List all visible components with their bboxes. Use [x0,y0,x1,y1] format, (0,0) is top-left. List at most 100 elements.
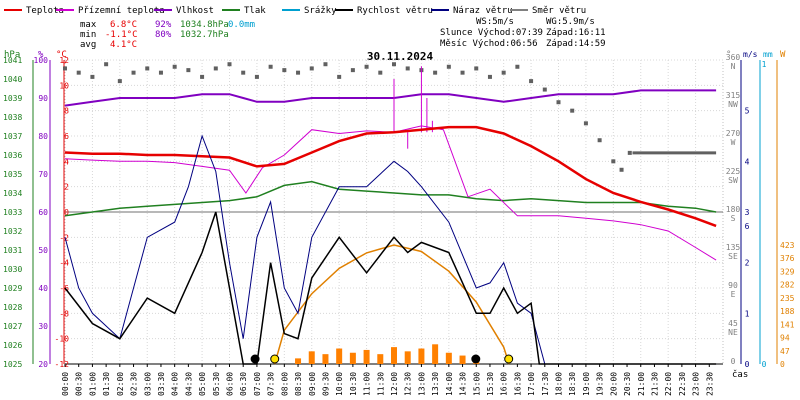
x-tick-label: 03:30 [157,372,166,396]
hpa-tick: 1038 [3,113,22,122]
wind-dir-point [213,66,218,71]
temp-tick: 0 [64,208,69,217]
hpa-tick: 1037 [3,132,22,141]
x-tick-label: 20:30 [623,372,632,396]
wind-dir-point [611,159,616,164]
wind-dir-point [364,64,369,69]
info-ws: WS:5m/s [476,17,514,27]
x-tick-label: 07:30 [267,372,276,396]
wind-dir-point [460,70,465,75]
x-tick-label: 18:00 [555,372,564,396]
dir-unit: ° [726,50,731,60]
ms-tick: 0 [745,360,750,369]
x-tick-label: 14:00 [445,372,454,396]
dir-tick: 360 [726,53,741,62]
dir-tick-label: SE [728,252,738,261]
wind-dir-point [241,70,246,75]
wind-dir-point [63,66,67,71]
x-tick-label: 21:00 [637,372,646,396]
x-tick-label: 15:30 [486,372,495,396]
w-tick: 141 [780,320,795,329]
hpa-tick: 1025 [3,360,22,369]
pct-tick: 70 [38,170,48,179]
pct-tick: 20 [38,360,48,369]
w-tick: 329 [780,267,795,276]
dir-tick: 135 [726,243,741,252]
axis-ticks: 1041104010391038103710361035103410331032… [3,53,795,369]
temp-tick: 2 [64,183,69,192]
wind-dir-point [392,62,396,67]
dir-tick: 90 [728,281,738,290]
pct-tick: 80 [38,132,48,141]
info-wg: WG:5.9m/s [546,17,595,27]
ms-tick: 1 [745,309,750,318]
w-tick: 94 [780,334,790,343]
dir-tick: 225 [726,167,741,176]
hpa-tick: 1030 [3,265,22,274]
stats-min-hum: 80% [155,30,172,40]
wind-dir-point [145,66,150,71]
wind-dir-point [542,87,547,92]
wind-dir-point [350,68,355,73]
x-tick-label: 19:30 [596,372,605,396]
wind-dir-point [597,138,602,143]
solar-curve [273,244,510,365]
solar-bar [377,354,384,364]
x-axis-ticks: 00:00 00:30 01:00 01:30 02:00 02:30 03:00 03:30… [61,364,714,396]
wind-dir-point [501,70,506,75]
legend-label-dew: Přízemní teplota [78,6,165,16]
x-tick-label: 20:00 [609,372,618,396]
wind-dir-point [268,64,273,69]
ms-unit: m/s [743,50,758,59]
temp-tick: 8 [64,107,69,116]
pct-unit: % [38,50,44,60]
dir-tick: 0 [731,357,736,366]
wind-dir-point [282,68,287,73]
stats-min-temp: -1.1°C [105,30,138,40]
pct-tick: 100 [34,56,49,65]
pct-tick: 50 [38,246,48,255]
chart-legend: Teplota Přízemní teplota Vlhkost Tlak Srážky… [4,6,586,16]
mm-tick: 1 [762,60,767,69]
w-tick: 423 [780,241,795,250]
series-layer [63,62,717,365]
legend-label-hum: Vlhkost [176,6,214,16]
ms-tick: 6 [745,222,750,231]
x-tick-label: 02:30 [130,372,139,396]
x-tick-label: 01:30 [102,372,111,396]
w-unit: W [780,50,786,60]
sun-moon-info: WS:5m/s WG:5.9m/s Slunce Východ:07:39 Zá… [440,17,606,49]
dir-tick-label: NE [728,328,738,337]
x-tick-label: 03:00 [143,372,152,396]
x-tick-label: 17:30 [541,372,550,396]
solar-bar [445,352,452,364]
solar-bar [322,354,329,364]
x-tick-label: 05:30 [212,372,221,396]
hpa-tick: 1026 [3,341,22,350]
wind-dir-point [186,68,191,73]
dir-tick-label: N [731,62,736,71]
x-tick-label: 08:00 [280,372,289,396]
wind-dir-point [556,100,561,105]
temp-tick: -6 [59,284,69,293]
solar-bar [459,355,466,364]
wind-dir-point [323,62,328,67]
wind-dir-point [405,66,410,71]
x-tick-label: 05:00 [198,372,207,396]
stats-max-rain: 0.0mm [228,20,255,30]
grid [32,59,778,365]
hpa-tick: 1036 [3,151,22,160]
w-tick: 0 [780,360,785,369]
x-tick-label: 00:00 [61,372,70,396]
dir-tick-label: SW [728,176,738,185]
temp-unit: °C [56,50,67,60]
wind-dir-point [172,64,177,69]
hpa-tick: 1027 [3,322,22,331]
humidity-line [64,89,717,107]
x-tick-label: 06:00 [226,372,235,396]
x-tick-label: 22:30 [678,372,687,396]
solar-bar [432,344,439,364]
stats-max-pres: 1034.8hPa [180,20,229,30]
x-tick-label: 07:00 [253,372,262,396]
sunrise-marker [270,354,280,364]
